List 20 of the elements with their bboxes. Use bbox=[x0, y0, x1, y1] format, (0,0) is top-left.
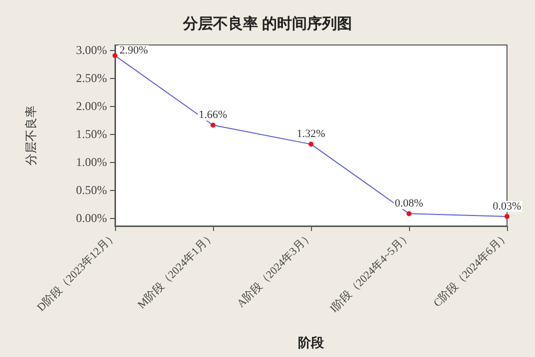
y-tick-label: 0.50% bbox=[76, 183, 107, 198]
data-label: 1.66% bbox=[198, 109, 228, 122]
data-label: 1.32% bbox=[296, 128, 326, 140]
data-label: 0.03% bbox=[492, 200, 522, 212]
point bbox=[504, 214, 510, 219]
y-tick-label: 1.00% bbox=[76, 155, 107, 170]
point bbox=[406, 211, 412, 216]
point bbox=[112, 53, 118, 58]
y-tick-label: 0.00% bbox=[76, 211, 107, 226]
point bbox=[210, 122, 216, 128]
data-label: 0.08% bbox=[394, 198, 424, 210]
y-axis-title: 分层不良率 bbox=[24, 106, 38, 166]
y-tick-label: 2.00% bbox=[76, 99, 107, 114]
x-axis-title: 阶段 bbox=[298, 335, 325, 350]
data-label: 2.90% bbox=[120, 44, 148, 57]
y-tick-label: 3.00% bbox=[76, 43, 107, 58]
point bbox=[308, 142, 314, 147]
y-tick-label: 2.50% bbox=[76, 71, 107, 86]
y-tick-label: 1.50% bbox=[76, 127, 107, 142]
chart-title: 分层不良率 的时间序列图 bbox=[182, 14, 352, 32]
